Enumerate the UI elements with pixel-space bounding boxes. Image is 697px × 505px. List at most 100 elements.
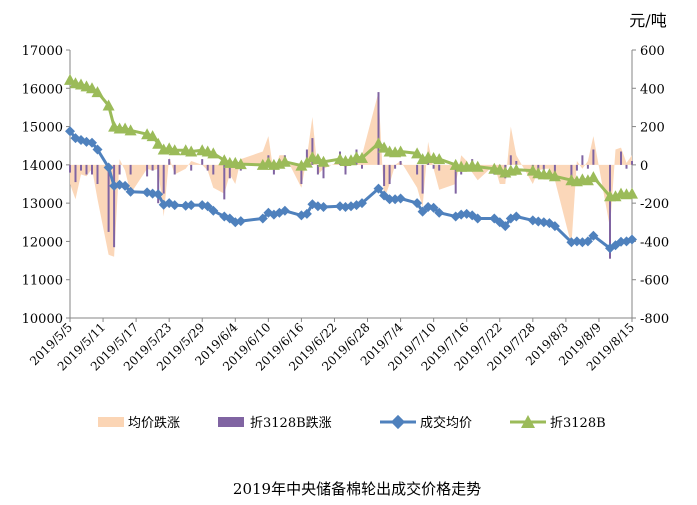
point-b3128 (185, 145, 198, 157)
bar-b3128-change (361, 164, 363, 169)
y-left-tick-label: 10000 (22, 312, 63, 327)
bar-b3128-change (377, 92, 380, 165)
point-avg-price (395, 193, 406, 204)
point-avg-price (417, 206, 428, 217)
legend: 均价跌涨 折3128B跌涨 成交均价 折3128B (98, 414, 606, 431)
bar-b3128-change (80, 164, 82, 171)
point-avg-price (357, 198, 367, 209)
bar-b3128-change (96, 164, 99, 184)
point-avg-price (279, 205, 290, 216)
bar-b3128-change (432, 164, 435, 169)
bar-b3128-change (416, 164, 419, 175)
bar-b3128-change (223, 164, 226, 200)
point-avg-price (87, 137, 97, 148)
bar-b3128-change (300, 164, 303, 184)
point-b3128 (394, 145, 407, 157)
bar-b3128-change (553, 164, 556, 175)
point-avg-price (318, 202, 329, 212)
point-avg-price (169, 200, 180, 211)
bar-b3128-change (157, 164, 160, 204)
y-left-tick-label: 16000 (22, 82, 63, 97)
legend-label-b3128-change: 折3128B跌涨 (250, 415, 332, 431)
point-b3128 (317, 155, 330, 167)
bar-b3128-change (118, 164, 121, 175)
bar-b3128-change (146, 164, 149, 177)
bar-b3128-change (515, 161, 518, 165)
point-avg-price (202, 201, 213, 212)
bar-b3128-change (592, 149, 595, 165)
chart-title: 2019年中央储备棉轮出成交价格走势 (233, 480, 481, 498)
point-b3128 (378, 141, 391, 153)
bar-b3128-change (190, 164, 193, 171)
point-b3128 (471, 160, 484, 172)
bar-b3128-change (85, 164, 88, 175)
bar-b3128-change (620, 151, 622, 165)
point-avg-price (120, 180, 131, 191)
bar-b3128-change (74, 164, 77, 183)
point-b3128 (372, 137, 385, 149)
point-b3128 (587, 171, 600, 183)
point-avg-price (549, 221, 560, 232)
point-b3128 (124, 124, 137, 136)
point-b3128 (345, 154, 357, 166)
y-right-tick-label: 0 (640, 159, 648, 174)
point-b3128 (152, 137, 165, 149)
axes-layer (66, 49, 636, 322)
point-b3128 (411, 147, 424, 159)
point-b3128 (168, 144, 181, 156)
bar-b3128-change (438, 164, 441, 171)
legend-swatch-avg-change (98, 417, 124, 427)
bar-b3128-change (201, 159, 204, 165)
y-right-tick-label: 200 (640, 121, 665, 136)
legend-label-avg-price: 成交均价 (420, 415, 472, 431)
point-avg-price (373, 183, 384, 194)
point-avg-price (103, 162, 114, 173)
legend-label-avg-change: 均价跌涨 (128, 415, 180, 431)
y-right-tick-label: -400 (640, 235, 669, 250)
point-b3128 (102, 99, 115, 111)
y-left-tick-label: 17000 (22, 44, 63, 59)
y-right-tick-label: 600 (640, 44, 665, 59)
y-right-tick-label: -800 (640, 312, 669, 327)
point-avg-price (428, 202, 439, 213)
bar-b3128-change (388, 164, 391, 184)
bar-b3128-change (581, 155, 584, 165)
point-avg-price (153, 189, 164, 200)
point-avg-price (616, 236, 626, 247)
point-b3128 (91, 86, 104, 98)
legend-marker-avg-price (390, 414, 406, 430)
bar-b3128-change (421, 164, 424, 194)
bar-b3128-change (344, 164, 347, 175)
bar-b3128-change (168, 159, 171, 165)
point-avg-price (412, 198, 423, 209)
point-avg-price (257, 213, 268, 224)
point-avg-price (588, 230, 599, 241)
bar-b3128-change (129, 164, 132, 175)
point-avg-price (511, 211, 522, 222)
point-b3128 (207, 147, 220, 159)
bar-b3128-change (383, 164, 386, 186)
point-avg-price (627, 234, 637, 245)
line-layer (64, 73, 638, 254)
bar-b3128-change (322, 164, 325, 179)
bar-b3128-change (586, 164, 589, 169)
point-b3128 (146, 130, 159, 142)
point-avg-price (434, 207, 445, 218)
point-b3128 (356, 152, 368, 163)
point-avg-price (500, 221, 511, 232)
point-b3128 (234, 158, 247, 170)
bar-b3128-change (107, 164, 110, 232)
bar-b3128-change (113, 164, 116, 248)
y-right-unit: 元/吨 (629, 11, 666, 30)
bar-b3128-change (609, 164, 611, 259)
bar-b3128-change (454, 164, 457, 194)
legend-marker-b3128 (521, 415, 535, 428)
y-left-tick-label: 13000 (22, 197, 63, 212)
point-avg-price (186, 200, 197, 211)
point-avg-price (208, 205, 219, 216)
point-avg-price (125, 186, 136, 197)
legend-swatch-b3128-change (218, 417, 244, 427)
y-left-tick-label: 15000 (22, 121, 63, 136)
point-b3128 (278, 155, 291, 167)
